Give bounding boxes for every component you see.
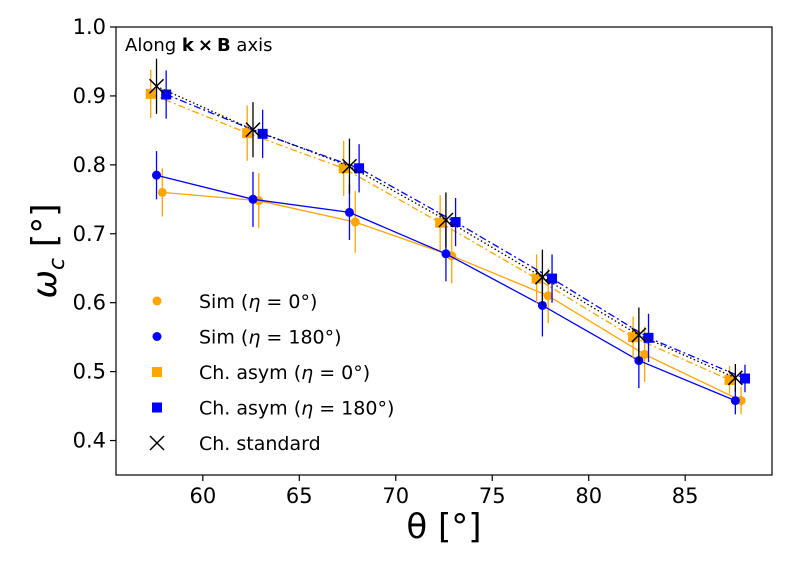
x-marker-stroke — [438, 212, 454, 228]
x-marker-stroke — [631, 327, 647, 343]
data-point — [537, 300, 547, 310]
data-point — [145, 88, 156, 99]
x-axis-title: θ [°] — [406, 507, 481, 547]
data-point — [152, 170, 162, 180]
data-point — [148, 78, 165, 94]
plot-frame — [115, 26, 773, 476]
data-point — [441, 249, 451, 259]
legend-label: Ch. asym (η = 180°) — [199, 398, 394, 420]
y-axis: 0.4 0.5 0.6 0.7 0.8 0.9 1.0 — [73, 15, 116, 453]
data-point — [157, 187, 167, 197]
data-point — [341, 158, 357, 174]
data-point — [245, 122, 261, 138]
x-marker-stroke — [245, 122, 261, 138]
x-marker-stroke — [727, 370, 743, 386]
plot-marks — [145, 58, 750, 415]
legend-marker — [152, 296, 162, 306]
x-tick-label: 85 — [672, 484, 699, 508]
x-marker-stroke — [534, 269, 550, 285]
x-axis: 60 65 70 75 80 85 — [189, 475, 699, 508]
x-tick-label: 75 — [479, 484, 506, 508]
data-point — [161, 89, 172, 100]
legend-label: Sim (η = 180°) — [199, 327, 342, 349]
y-tick-label: 0.4 — [73, 429, 106, 453]
data-point — [724, 374, 735, 385]
legend-label: Ch. standard — [199, 433, 321, 455]
y-tick-label: 0.7 — [73, 222, 106, 246]
legend-marker — [152, 402, 162, 413]
legend-marker — [152, 332, 162, 341]
x-tick-label: 70 — [382, 484, 409, 508]
data-point — [631, 327, 647, 343]
data-point — [435, 217, 446, 228]
legend-label: Sim (η = 0°) — [199, 291, 317, 313]
data-point — [242, 128, 253, 139]
data-point — [534, 269, 550, 285]
legend-marker — [149, 435, 165, 451]
legend: Sim (η = 0°) Sim (η = 180°) Ch. asym (η = … — [149, 291, 394, 455]
data-point — [350, 217, 360, 227]
x-tick-label: 80 — [575, 484, 602, 508]
x-marker-stroke — [148, 78, 165, 94]
data-point — [643, 332, 654, 343]
data-point — [640, 349, 650, 359]
legend-marker — [152, 367, 162, 377]
y-tick-label: 0.8 — [73, 153, 106, 177]
y-tick-label: 1.0 — [73, 15, 106, 39]
data-point — [628, 332, 639, 343]
data-point — [450, 217, 461, 228]
x-marker-stroke — [341, 158, 357, 174]
data-point — [338, 163, 349, 174]
data-point — [739, 373, 750, 384]
data-point — [248, 194, 258, 204]
data-point — [547, 273, 558, 284]
data-point — [344, 207, 354, 217]
data-point — [438, 212, 454, 228]
y-tick-label: 0.6 — [73, 291, 106, 315]
y-tick-label: 0.9 — [73, 84, 106, 108]
data-point — [543, 291, 553, 301]
x-marker-stroke — [149, 435, 165, 451]
data-point — [727, 370, 743, 386]
x-tick-label: 65 — [286, 484, 313, 508]
chart-annotation: Along k × B axis — [125, 35, 273, 56]
data-point — [730, 396, 740, 406]
y-axis-title: ωc [°] — [25, 204, 70, 299]
data-point — [354, 163, 365, 174]
data-point — [531, 273, 542, 284]
y-tick-label: 0.5 — [73, 360, 106, 384]
x-tick-label: 60 — [189, 484, 216, 508]
legend-label: Ch. asym (η = 0°) — [199, 362, 370, 384]
